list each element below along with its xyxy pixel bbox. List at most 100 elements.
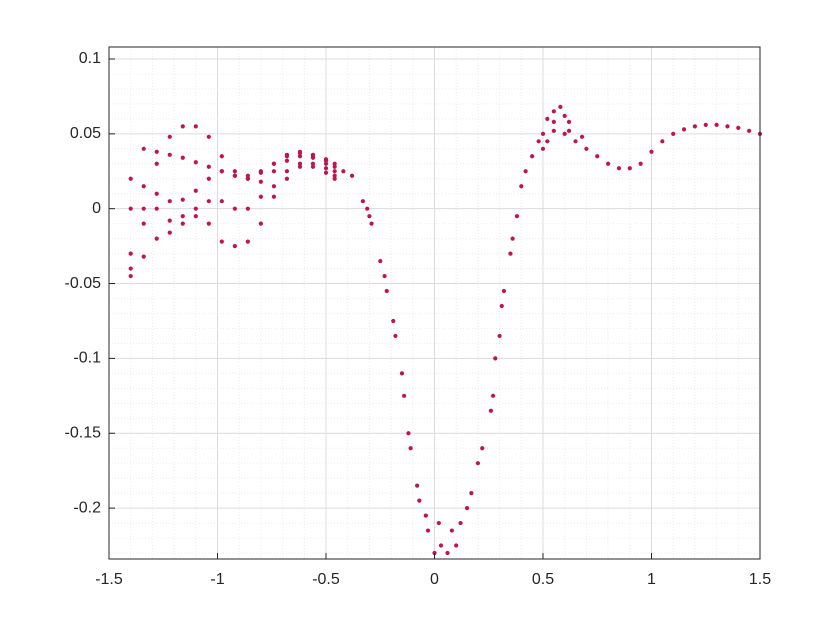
point — [154, 161, 159, 166]
point — [616, 166, 622, 171]
point — [566, 119, 572, 124]
point — [193, 160, 198, 165]
point — [393, 333, 398, 339]
y-tick-label: -0.2 — [73, 499, 101, 516]
point — [167, 199, 172, 204]
point — [536, 139, 541, 144]
point — [310, 164, 316, 169]
point — [154, 206, 159, 211]
point — [271, 169, 277, 174]
point — [232, 206, 237, 211]
point — [193, 214, 198, 219]
point — [508, 251, 513, 256]
point — [193, 188, 198, 193]
point — [415, 483, 420, 488]
point — [378, 258, 383, 264]
point — [545, 116, 550, 121]
x-tick-label: -0.5 — [312, 571, 340, 588]
point — [258, 179, 263, 184]
point — [167, 134, 172, 139]
point — [297, 154, 303, 159]
point — [349, 173, 355, 178]
point — [382, 273, 387, 279]
point — [417, 498, 422, 503]
point — [141, 184, 146, 189]
point — [219, 154, 224, 159]
point — [206, 221, 211, 226]
point — [323, 170, 329, 175]
point — [469, 491, 474, 496]
x-tick-label: 1 — [647, 571, 656, 588]
point — [703, 122, 708, 127]
point — [154, 191, 159, 196]
point — [584, 146, 589, 151]
point — [530, 154, 535, 159]
point — [310, 161, 316, 166]
point — [562, 131, 567, 136]
point — [232, 244, 237, 249]
point — [514, 214, 520, 219]
point — [566, 128, 572, 133]
y-tick-label: -0.1 — [73, 350, 101, 367]
point — [399, 371, 405, 376]
y-tick-label: -0.15 — [65, 424, 102, 441]
point — [180, 155, 185, 160]
point — [519, 184, 524, 189]
point — [219, 239, 224, 244]
point — [425, 528, 431, 533]
point — [180, 124, 185, 129]
x-tick-label: -1 — [210, 571, 224, 588]
point — [436, 520, 441, 526]
point — [141, 206, 146, 211]
point — [271, 184, 277, 189]
point — [297, 161, 303, 166]
x-tick-label: 0 — [430, 571, 439, 588]
point — [141, 254, 146, 259]
point — [499, 303, 504, 309]
point — [297, 151, 303, 156]
point — [480, 446, 485, 451]
point — [438, 543, 444, 548]
point — [128, 176, 133, 181]
point — [284, 158, 290, 163]
point — [558, 104, 563, 109]
point — [206, 176, 211, 181]
point — [128, 251, 133, 256]
point — [391, 318, 396, 324]
point — [332, 164, 337, 169]
point — [154, 149, 159, 154]
point — [219, 199, 224, 204]
point — [627, 166, 632, 171]
point — [497, 333, 502, 339]
point — [245, 176, 250, 181]
point — [128, 273, 133, 279]
point — [180, 197, 185, 202]
point — [284, 169, 290, 174]
point — [323, 161, 329, 166]
point — [747, 128, 752, 133]
point — [681, 127, 687, 132]
point — [714, 122, 719, 127]
point — [475, 461, 480, 466]
grid — [108, 47, 761, 559]
point — [458, 520, 463, 526]
point — [692, 124, 698, 129]
point — [323, 166, 329, 171]
y-tick-label: 0 — [92, 200, 101, 217]
point — [258, 169, 263, 174]
point — [154, 236, 159, 241]
point — [141, 146, 146, 151]
point — [332, 169, 337, 174]
y-tick-label: 0.1 — [79, 50, 101, 67]
point — [493, 356, 498, 361]
point — [341, 169, 346, 174]
point — [540, 131, 546, 136]
point — [284, 176, 290, 181]
point — [297, 164, 303, 169]
point — [332, 173, 337, 178]
point — [332, 176, 337, 181]
point — [402, 393, 407, 398]
point — [638, 161, 643, 166]
